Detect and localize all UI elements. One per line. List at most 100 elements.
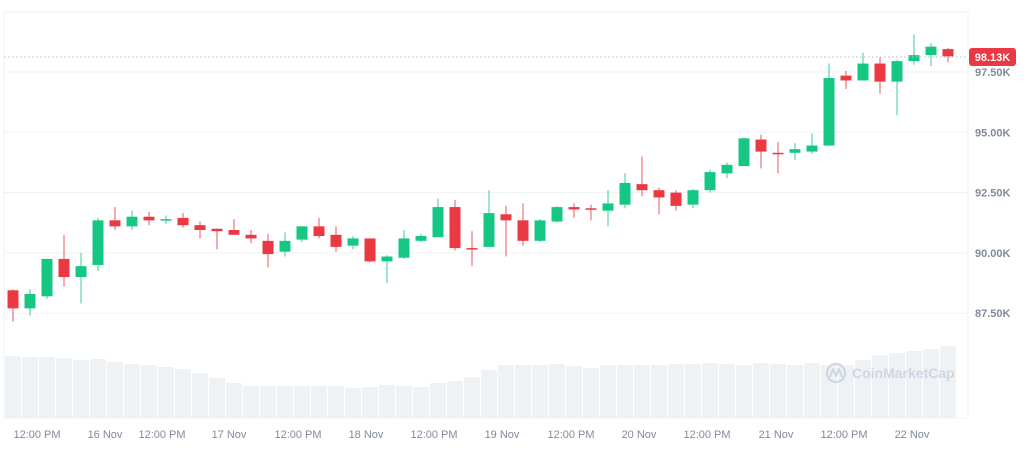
volume-bar [447, 381, 463, 418]
y-tick-label: 87.50K [975, 308, 1011, 320]
candle-down[interactable] [874, 57, 886, 94]
candle-up[interactable] [381, 255, 393, 284]
candle-up[interactable] [92, 217, 104, 271]
candle-down[interactable] [7, 289, 19, 322]
candle-down[interactable] [585, 204, 597, 221]
candle-down[interactable] [245, 229, 257, 244]
candle-up[interactable] [925, 43, 937, 66]
volume-bar [175, 369, 191, 418]
volume-bar [770, 364, 786, 418]
candle-down[interactable] [143, 211, 155, 226]
volume-bar [39, 357, 55, 418]
candle-down[interactable] [670, 190, 682, 211]
volume-bar [345, 388, 361, 418]
candle-up[interactable] [126, 210, 138, 230]
candle-down[interactable] [194, 221, 206, 239]
candle-up[interactable] [24, 289, 36, 316]
volume-bar [549, 364, 565, 418]
candle-up[interactable] [721, 162, 733, 179]
candle-down[interactable] [262, 233, 274, 268]
candle-up[interactable] [806, 133, 818, 155]
volume-bar [532, 365, 548, 418]
y-tick-label: 90.00K [975, 248, 1011, 260]
volume-bar [889, 353, 905, 418]
y-tick-label: 92.50K [975, 188, 1011, 200]
candle-up[interactable] [704, 169, 716, 193]
volume-bars [5, 346, 956, 418]
candle-down[interactable] [330, 226, 342, 252]
current-price-label: 98.13K [975, 52, 1011, 64]
volume-bar [821, 365, 837, 418]
candle-up[interactable] [534, 219, 546, 243]
volume-bar [736, 365, 752, 418]
candle-down[interactable] [942, 47, 954, 63]
volume-bar [753, 363, 769, 418]
volume-bar [600, 365, 616, 418]
candle-down[interactable] [840, 70, 852, 89]
candle-up[interactable] [687, 188, 699, 209]
candle-down[interactable] [466, 231, 478, 267]
y-tick-label: 95.00K [975, 127, 1011, 139]
volume-bar [566, 366, 582, 418]
candle-down[interactable] [636, 156, 648, 197]
candle-down[interactable] [228, 219, 240, 235]
candle-down[interactable] [313, 217, 325, 239]
candle-up[interactable] [279, 232, 291, 257]
watermark-text: CoinMarketCap [852, 365, 955, 381]
candle-down[interactable] [772, 141, 784, 174]
x-tick-label: 19 Nov [485, 429, 520, 441]
volume-bar [685, 364, 701, 418]
volume-bar [124, 364, 140, 418]
candle-up[interactable] [857, 52, 869, 81]
candle-up[interactable] [602, 190, 614, 227]
x-tick-label: 18 Nov [349, 429, 384, 441]
candle-up[interactable] [738, 137, 750, 167]
volume-bar [56, 358, 72, 418]
volume-bar [107, 362, 123, 418]
candle-down[interactable] [177, 213, 189, 228]
candle-up[interactable] [619, 173, 631, 209]
candle-down[interactable] [517, 203, 529, 246]
x-tick-label: 20 Nov [622, 429, 657, 441]
candle-up[interactable] [160, 215, 172, 224]
volume-bar [328, 386, 344, 418]
candlesticks [7, 34, 954, 322]
candle-up[interactable] [483, 190, 495, 247]
candle-up[interactable] [415, 233, 427, 243]
x-axis: 12:00 PM 16 Nov 12:00 PM 17 Nov 12:00 PM 18 N… [13, 429, 929, 441]
current-price-tag: 98.13K [969, 48, 1016, 66]
candle-down[interactable] [211, 228, 223, 250]
candle-up[interactable] [789, 143, 801, 161]
candle-up[interactable] [398, 229, 410, 259]
candle-up[interactable] [432, 198, 444, 238]
candle-up[interactable] [551, 205, 563, 223]
candle-down[interactable] [500, 205, 512, 257]
candle-down[interactable] [58, 234, 70, 287]
volume-bar [651, 365, 667, 418]
candle-down[interactable] [755, 134, 767, 169]
volume-bar [209, 378, 225, 418]
x-tick-label: 17 Nov [212, 429, 247, 441]
volume-bar [804, 363, 820, 418]
candle-up[interactable] [823, 63, 835, 146]
candle-up[interactable] [891, 59, 903, 116]
candle-up[interactable] [296, 226, 308, 243]
x-tick-label: 22 Nov [895, 429, 930, 441]
candle-down[interactable] [364, 238, 376, 263]
volume-bar [872, 355, 888, 418]
candle-down[interactable] [449, 199, 461, 251]
volume-bar [22, 357, 38, 418]
candle-up[interactable] [908, 34, 920, 65]
candle-up[interactable] [347, 236, 359, 250]
candle-up[interactable] [75, 252, 87, 304]
candle-up[interactable] [41, 258, 53, 299]
volume-bar [5, 356, 21, 418]
candle-down[interactable] [653, 187, 665, 215]
candle-down[interactable] [568, 203, 580, 218]
x-tick-label: 12:00 PM [683, 429, 730, 441]
coinmarketcap-logo-icon [825, 362, 847, 384]
volume-bar [243, 386, 259, 418]
x-tick-label: 12:00 PM [13, 429, 60, 441]
candle-down[interactable] [109, 207, 121, 230]
